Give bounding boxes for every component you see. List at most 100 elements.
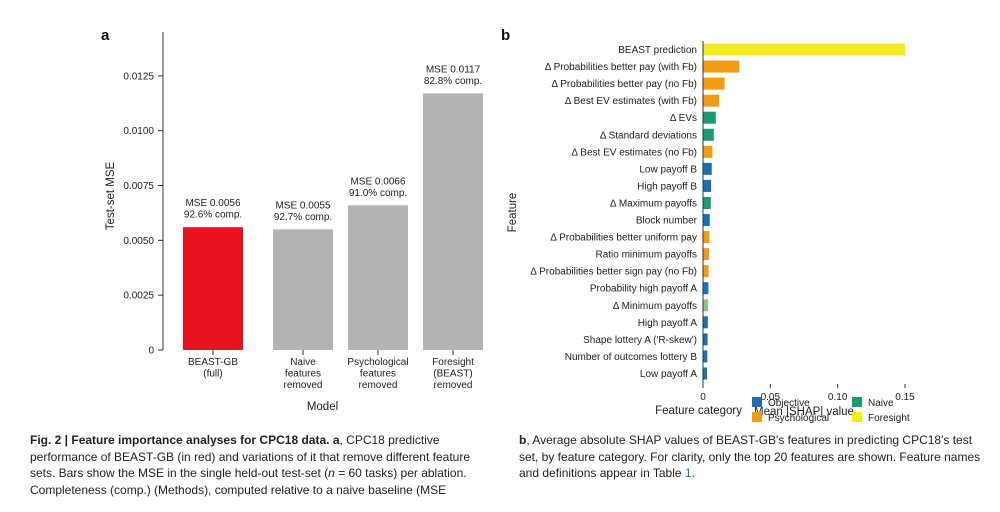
feature-label: Block number bbox=[636, 216, 698, 227]
x-tick-label: (BEAST) bbox=[433, 369, 472, 380]
bar-0 bbox=[183, 227, 243, 350]
shap-bar-8 bbox=[703, 179, 712, 192]
feature-label: BEAST prediction bbox=[618, 45, 697, 56]
bar-label: 91.0% comp. bbox=[349, 188, 407, 199]
bar-1 bbox=[273, 229, 333, 350]
y-tick-label: 0.0125 bbox=[123, 71, 154, 82]
x-tick-label: 0.15 bbox=[895, 392, 915, 403]
x-tick-label: 0.05 bbox=[761, 392, 781, 403]
bar-label: MSE 0.0055 bbox=[275, 200, 330, 211]
figure-svg: a b 0 0.0025 0.0050 0.0075 0.0100 0.0125 Test-… bbox=[101, 27, 915, 424]
caption-end: . bbox=[691, 466, 695, 480]
x-tick-label: removed bbox=[434, 380, 473, 391]
feature-label: Low payoff A bbox=[640, 369, 697, 380]
feature-label: Ratio minimum payoffs bbox=[595, 250, 697, 261]
legend-swatch-psychological bbox=[752, 412, 762, 422]
x-tick-label: Psychological bbox=[347, 357, 408, 368]
x-tick-label: 0 bbox=[700, 392, 706, 403]
feature-label: High payoff A bbox=[638, 318, 698, 329]
x-tick-label: Foresight bbox=[432, 357, 474, 368]
x-tick-label: removed bbox=[359, 380, 398, 391]
shap-bar-5 bbox=[703, 128, 714, 141]
y-tick-label: 0.0025 bbox=[123, 291, 154, 302]
shap-bar-14 bbox=[703, 282, 709, 295]
shap-bar-1 bbox=[703, 60, 740, 73]
feature-label: Δ Best EV estimates (with Fb) bbox=[565, 96, 697, 107]
panel-letter-b: b bbox=[501, 27, 510, 44]
x-axis-title: Mean |SHAP| value bbox=[754, 406, 854, 418]
bar-label: 82.8% comp. bbox=[424, 76, 482, 87]
x-tick-label: (full) bbox=[203, 369, 222, 380]
legend-swatch-foresight bbox=[852, 412, 862, 422]
shap-bar-6 bbox=[703, 145, 713, 158]
x-tick-label: features bbox=[285, 369, 321, 380]
caption-part3: , Average absolute SHAP values of BEAST-… bbox=[519, 433, 981, 480]
x-tick-label: Naive bbox=[290, 357, 316, 368]
bar-label: MSE 0.0056 bbox=[185, 198, 240, 209]
panel-letter-a: a bbox=[101, 27, 110, 44]
bar-2 bbox=[348, 205, 408, 350]
caption-fig-label: Fig. 2 | Feature importance analyses for… bbox=[30, 433, 330, 447]
caption-part2: = 60 tasks) per ablation. Completeness (… bbox=[30, 466, 467, 497]
feature-label: Δ Maximum payoffs bbox=[610, 198, 697, 209]
legend-swatch-objective bbox=[752, 397, 762, 407]
x-tick-label: removed bbox=[284, 380, 323, 391]
shap-bar-7 bbox=[703, 162, 712, 175]
feature-label: Δ Probabilities better sign pay (no Fb) bbox=[530, 267, 697, 278]
panel-b-shap-chart: BEAST prediction Δ Probabilities better p… bbox=[507, 41, 915, 424]
feature-label: Δ Probabilities better pay (no Fb) bbox=[551, 79, 697, 90]
caption-b-letter: b bbox=[519, 433, 527, 447]
y-tick-label: 0.0075 bbox=[123, 181, 154, 192]
bar-label: MSE 0.0066 bbox=[350, 176, 405, 187]
feature-label: Δ Best EV estimates (no Fb) bbox=[571, 147, 697, 158]
feature-label: Δ Minimum payoffs bbox=[613, 301, 697, 312]
legend-label: Foresight bbox=[868, 413, 910, 424]
caption-table-ref[interactable]: 1 bbox=[684, 466, 692, 480]
feature-label: Probability high payoff A bbox=[590, 284, 697, 295]
y-tick-label: 0 bbox=[148, 346, 154, 357]
feature-label: Δ Probabilities better uniform pay bbox=[550, 233, 697, 244]
shap-bar-15 bbox=[703, 299, 709, 312]
shap-bar-10 bbox=[703, 214, 710, 227]
bar-label: 92.6% comp. bbox=[184, 210, 242, 221]
legend-label: Objective bbox=[768, 398, 810, 409]
bar-3 bbox=[423, 93, 483, 351]
feature-label: Number of outcomes lottery B bbox=[565, 352, 698, 363]
caption-left-column: Fig. 2 | Feature importance analyses for… bbox=[30, 432, 490, 498]
shap-bar-17 bbox=[703, 333, 708, 346]
legend-label: Naive bbox=[868, 398, 894, 409]
feature-label: Δ EVs bbox=[670, 113, 697, 124]
x-axis-title: Model bbox=[307, 401, 338, 413]
shap-bar-2 bbox=[703, 77, 725, 90]
shap-bar-19 bbox=[703, 367, 708, 380]
y-axis-title: Feature bbox=[507, 193, 519, 233]
y-tick-label: 0.0050 bbox=[123, 236, 154, 247]
legend-title: Feature category bbox=[655, 405, 742, 417]
shap-bar-9 bbox=[703, 196, 711, 209]
feature-label: Low payoff B bbox=[639, 164, 697, 175]
shap-bar-12 bbox=[703, 248, 710, 261]
y-tick-label: 0.0100 bbox=[123, 126, 154, 137]
shap-bar-4 bbox=[703, 111, 716, 124]
x-tick-label: features bbox=[360, 369, 396, 380]
shap-bar-0 bbox=[703, 43, 905, 56]
feature-label: Δ Standard deviations bbox=[600, 130, 697, 141]
bar-label: 92.7% comp. bbox=[274, 212, 332, 223]
legend-swatch-naive bbox=[852, 397, 862, 407]
panel-a-bar-chart: 0 0.0025 0.0050 0.0075 0.0100 0.0125 Test-set … bbox=[105, 32, 483, 413]
legend-label: Psychological bbox=[768, 413, 829, 424]
caption-n: n bbox=[328, 466, 335, 480]
y-axis-title: Test-set MSE bbox=[105, 161, 117, 230]
shap-bar-3 bbox=[703, 94, 720, 107]
shap-bar-18 bbox=[703, 350, 708, 363]
bar-label: MSE 0.0117 bbox=[426, 64, 481, 75]
caption-part1: , CPC18 predictive performance of BEAST-… bbox=[30, 433, 470, 480]
shap-bar-13 bbox=[703, 265, 709, 278]
x-tick-label: BEAST-GB bbox=[188, 357, 238, 368]
feature-label: High payoff B bbox=[637, 181, 697, 192]
feature-label: Δ Probabilities better pay (with Fb) bbox=[545, 62, 697, 73]
shap-bar-16 bbox=[703, 316, 708, 329]
shap-bar-11 bbox=[703, 231, 710, 244]
x-tick-label: 0.10 bbox=[828, 392, 848, 403]
caption-right-column: b, Average absolute SHAP values of BEAST… bbox=[519, 432, 981, 482]
